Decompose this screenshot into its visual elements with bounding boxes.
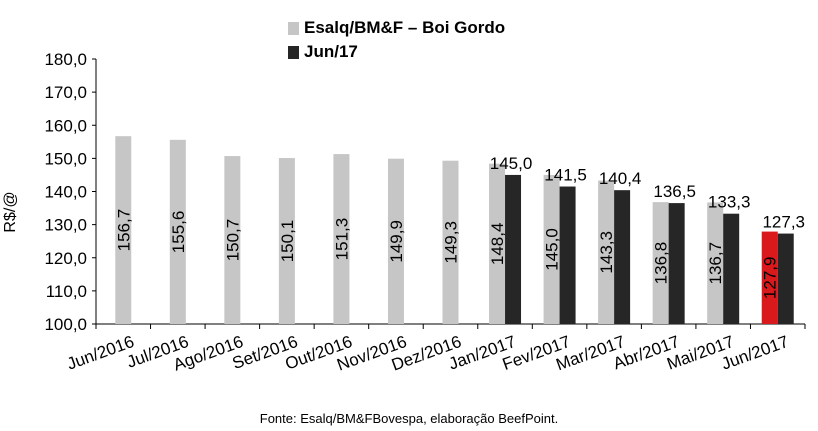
bar-series-2 xyxy=(614,190,631,324)
bar-label-series-2: 141,5 xyxy=(544,166,587,185)
bar-series-1 xyxy=(543,174,560,324)
y-tick-label: 140,0 xyxy=(44,183,87,202)
bar-series-1 xyxy=(442,160,459,324)
bar-label-series-1: 127,9 xyxy=(761,257,780,300)
bar-label-series-1: 136,8 xyxy=(652,242,671,285)
legend: Esalq/BM&F – Boi Gordo Jun/17 xyxy=(288,16,505,64)
bar-series-1 xyxy=(224,156,241,324)
y-tick-label: 170,0 xyxy=(44,83,87,102)
bar-series-2 xyxy=(723,213,740,324)
legend-label-series-2: Jun/17 xyxy=(304,42,358,61)
bar-label-series-1: 155,6 xyxy=(169,211,188,254)
bar-label-series-2: 133,3 xyxy=(708,193,751,212)
bar-series-1 xyxy=(707,202,724,324)
y-tick-label: 160,0 xyxy=(44,116,87,135)
legend-swatch-series-2 xyxy=(288,45,299,59)
bar-label-series-1: 150,7 xyxy=(223,219,242,262)
bar-label-series-1: 150,1 xyxy=(278,220,297,263)
legend-label-series-1: Esalq/BM&F – Boi Gordo xyxy=(304,18,506,37)
bar-label-series-1: 145,0 xyxy=(543,228,562,271)
bar-series-1 xyxy=(387,158,404,324)
bar-series-1 xyxy=(169,139,186,324)
bar-series-1 xyxy=(278,158,295,324)
bar-label-series-2: 127,3 xyxy=(762,213,805,232)
y-tick-label: 180,0 xyxy=(44,50,87,69)
bar-label-series-2: 140,4 xyxy=(599,169,642,188)
y-tick-label: 150,0 xyxy=(44,149,87,168)
bar-label-series-2: 145,0 xyxy=(490,154,533,173)
legend-swatch-series-1 xyxy=(288,21,299,35)
y-tick-label: 130,0 xyxy=(44,216,87,235)
y-tick-label: 120,0 xyxy=(44,249,87,268)
bar-series-2 xyxy=(668,203,685,324)
bar-label-series-1: 151,3 xyxy=(332,218,351,261)
bar-label-series-1: 149,9 xyxy=(387,220,406,263)
bar-series-1 xyxy=(333,154,350,324)
bar-label-series-2: 136,5 xyxy=(653,182,696,201)
bar-label-series-1: 143,3 xyxy=(597,231,616,274)
bar-series-1 xyxy=(115,136,132,324)
bar-label-series-1: 149,3 xyxy=(442,221,461,264)
legend-item-series-2: Jun/17 xyxy=(288,40,505,64)
bar-label-series-1: 148,4 xyxy=(488,223,507,266)
source-note: Fonte: Esalq/BM&FBovespa, elaboração Bee… xyxy=(259,411,559,426)
bar-label-series-1: 156,7 xyxy=(114,209,133,252)
y-tick-label: 110,0 xyxy=(46,282,87,301)
bar-series-1 xyxy=(761,231,778,324)
bar-series-1 xyxy=(652,202,669,324)
bar-series-2 xyxy=(505,174,522,324)
legend-item-series-1: Esalq/BM&F – Boi Gordo xyxy=(288,16,505,40)
bar-series-1 xyxy=(598,180,615,324)
bar-series-2 xyxy=(777,233,794,324)
y-axis-label: R$/@ xyxy=(2,191,19,232)
bar-label-series-1: 136,7 xyxy=(706,242,725,285)
bar-series-1 xyxy=(489,163,506,324)
y-tick-label: 100,0 xyxy=(44,315,87,334)
bar-series-2 xyxy=(559,186,576,324)
